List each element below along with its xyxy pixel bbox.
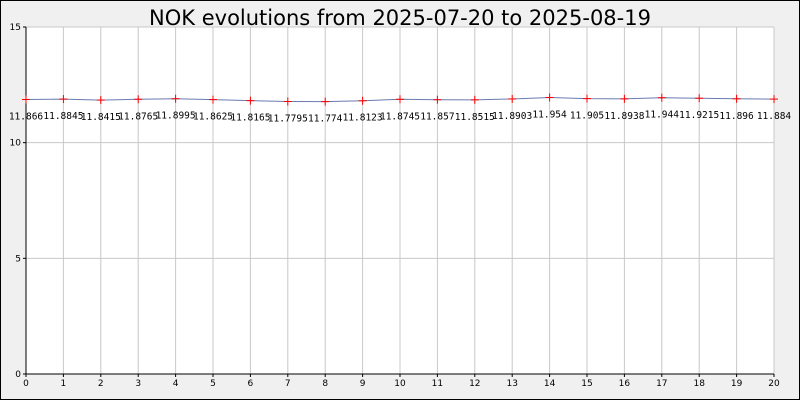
x-tick-label: 3 <box>135 379 141 389</box>
y-tick-label: 10 <box>10 139 22 149</box>
data-point-marker <box>470 95 479 104</box>
data-label: 11.884 <box>757 111 792 122</box>
x-tick-label: 17 <box>656 379 667 389</box>
x-tick-label: 8 <box>322 379 328 389</box>
data-point-marker <box>22 95 30 104</box>
data-point-marker <box>358 96 367 105</box>
data-label: 11.774 <box>308 114 343 125</box>
grid-layer <box>25 26 775 375</box>
data-point-marker <box>770 95 778 104</box>
chart-title: NOK evolutions from 2025-07-20 to 2025-0… <box>149 6 651 30</box>
data-label: 11.896 <box>719 111 754 122</box>
y-tick-label: 5 <box>15 254 21 264</box>
data-point-marker <box>171 94 180 103</box>
data-label: 11.8995 <box>156 111 196 122</box>
data-point-marker <box>732 94 741 103</box>
series-layer <box>22 93 778 106</box>
data-label: 11.9215 <box>679 110 719 121</box>
x-tick-label: 12 <box>469 379 480 389</box>
data-label: 11.8415 <box>81 112 121 123</box>
data-point-marker <box>695 94 704 103</box>
data-label-layer: 11.866 11.884511.841511.876511.899511.862… <box>9 109 792 124</box>
data-point-marker <box>283 97 292 106</box>
data-point-marker <box>620 94 629 103</box>
data-point-marker <box>246 96 255 105</box>
x-tick-label: 13 <box>506 379 517 389</box>
data-point-marker <box>209 95 217 104</box>
data-point-marker <box>545 93 554 102</box>
x-tick-label: 18 <box>693 379 705 389</box>
x-tick-label: 6 <box>248 379 254 389</box>
data-label: 11.8765 <box>118 111 158 122</box>
data-point-marker <box>583 94 591 103</box>
data-point-marker <box>433 95 442 104</box>
data-label: 11.944 <box>645 110 680 121</box>
data-label: 11.8165 <box>230 113 270 124</box>
y-tick-label: 0 <box>15 370 21 380</box>
data-label: 11.866 <box>9 111 44 122</box>
data-label: 11.857 <box>420 112 454 123</box>
data-label: 11.8938 <box>604 111 644 122</box>
data-label: 11.8625 <box>193 112 233 123</box>
x-tick-label: 11 <box>432 379 443 389</box>
data-label: 11.8845 <box>43 111 83 122</box>
x-tick-label: 19 <box>731 379 743 389</box>
data-label: 11.8515 <box>455 112 495 123</box>
data-point-marker <box>657 93 666 102</box>
x-tick-label: 16 <box>619 379 631 389</box>
x-tick-label: 2 <box>98 379 104 389</box>
x-tick-label: 15 <box>581 379 592 389</box>
data-point-marker <box>59 95 68 104</box>
data-label: 11.905 <box>570 111 604 122</box>
y-tick-label: 15 <box>10 23 21 33</box>
x-tick-label: 0 <box>23 379 29 389</box>
data-point-marker <box>508 94 517 103</box>
x-tick-label: 7 <box>285 379 291 389</box>
data-point-marker <box>134 95 143 104</box>
data-label: 11.8123 <box>343 113 383 124</box>
data-point-marker <box>396 95 404 104</box>
data-label: 11.8745 <box>380 111 420 122</box>
data-point-marker <box>321 97 330 106</box>
x-tick-label: 4 <box>173 379 179 389</box>
x-tick-label: 20 <box>768 379 780 389</box>
x-tick-label: 14 <box>544 379 556 389</box>
x-tick-label: 5 <box>210 379 216 389</box>
x-tick-label: 10 <box>394 379 406 389</box>
data-label: 11.7795 <box>268 114 308 125</box>
data-label: 11.8903 <box>492 111 532 122</box>
data-point-marker <box>96 96 105 105</box>
x-tick-label: 1 <box>61 379 67 389</box>
data-label: 11.954 <box>532 109 567 120</box>
x-tick-label: 9 <box>360 379 366 389</box>
